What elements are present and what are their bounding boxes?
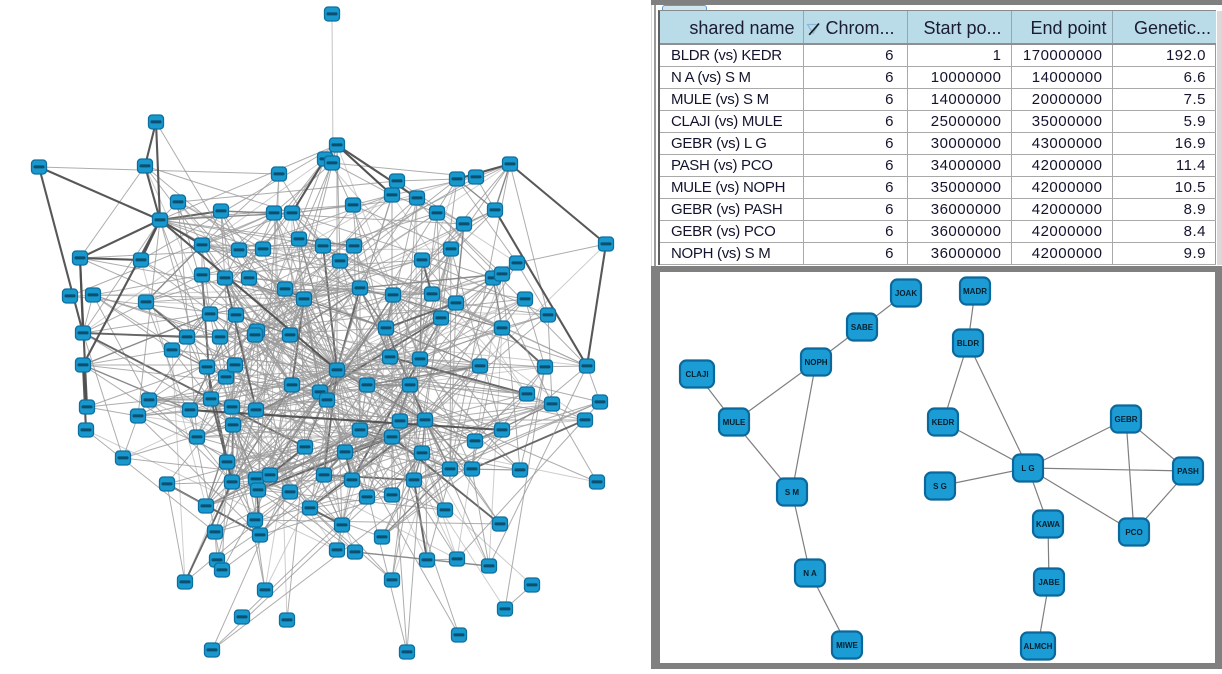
- svg-text:L G: L G: [1021, 464, 1034, 473]
- svg-text:MULE: MULE: [723, 418, 746, 427]
- svg-text:JABE: JABE: [1038, 578, 1060, 587]
- svg-text:KAWA: KAWA: [1036, 520, 1060, 529]
- svg-text:MADR: MADR: [963, 287, 987, 296]
- svg-text:ALMCH: ALMCH: [1024, 642, 1053, 651]
- svg-text:KEDR: KEDR: [932, 418, 955, 427]
- svg-text:JOAK: JOAK: [895, 289, 917, 298]
- svg-text:CLAJI: CLAJI: [685, 370, 708, 379]
- svg-text:PCO: PCO: [1125, 528, 1142, 537]
- svg-text:S G: S G: [933, 482, 947, 491]
- svg-text:PASH: PASH: [1177, 467, 1199, 476]
- svg-text:SABE: SABE: [851, 323, 874, 332]
- svg-text:BLDR: BLDR: [957, 339, 979, 348]
- svg-text:N A: N A: [803, 569, 817, 578]
- svg-text:NOPH: NOPH: [804, 358, 827, 367]
- svg-text:GEBR: GEBR: [1114, 415, 1137, 424]
- svg-text:MIWE: MIWE: [836, 641, 858, 650]
- svg-text:S M: S M: [785, 488, 800, 497]
